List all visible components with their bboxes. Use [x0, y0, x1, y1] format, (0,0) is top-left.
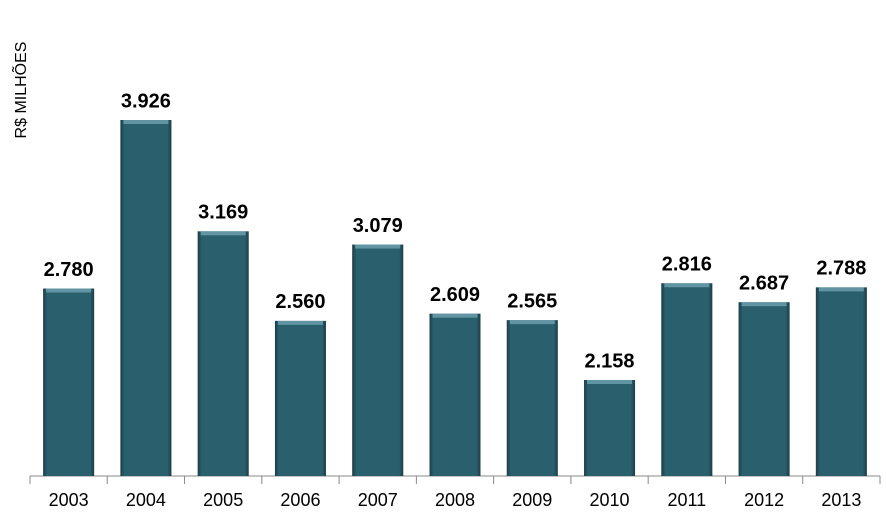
- value-label: 3.169: [198, 202, 248, 224]
- bar-top: [200, 231, 246, 236]
- bar-top: [355, 244, 401, 249]
- value-label: 3.079: [353, 215, 403, 237]
- bar-top: [432, 313, 478, 318]
- x-tick-label: 2010: [590, 490, 630, 510]
- bar-top: [509, 320, 555, 325]
- y-axis-label: R$ MILHÕES: [10, 42, 30, 139]
- bar-top: [123, 120, 169, 124]
- x-tick-label: 2009: [512, 490, 552, 510]
- bar-bevel: [120, 120, 172, 476]
- bar-top: [741, 302, 787, 307]
- bar-top: [277, 320, 323, 325]
- x-tick-label: 2005: [203, 490, 243, 510]
- bar-bevel: [43, 288, 95, 476]
- bar-bevel: [352, 244, 404, 476]
- value-label: 2.609: [430, 284, 480, 306]
- bar-bevel: [506, 320, 558, 476]
- x-tick-label: 2006: [280, 490, 320, 510]
- x-tick-label: 2011: [667, 490, 706, 510]
- bar-bevel: [429, 313, 481, 476]
- x-tick-label: 2004: [126, 490, 166, 510]
- bar-top: [818, 287, 864, 292]
- x-tick-label: 2008: [435, 490, 475, 510]
- bar-bevel: [815, 287, 867, 476]
- value-label: 2.565: [507, 290, 557, 312]
- bar-bevel: [661, 283, 713, 476]
- x-tick-label: 2003: [49, 490, 89, 510]
- x-tick-label: 2012: [744, 490, 784, 510]
- bar-top: [46, 288, 92, 293]
- bar-bevel: [197, 231, 249, 476]
- value-label: 3.926: [121, 90, 171, 112]
- bar-bevel: [584, 380, 636, 476]
- bar-top: [587, 380, 633, 384]
- value-label: 2.780: [44, 259, 94, 281]
- value-label: 2.687: [739, 272, 789, 294]
- value-label: 2.158: [585, 350, 635, 372]
- value-label: 2.816: [662, 254, 712, 276]
- x-tick-label: 2007: [358, 490, 398, 510]
- value-label: 2.560: [275, 291, 325, 313]
- bar-bevel: [738, 302, 790, 476]
- x-tick-label: 2013: [821, 490, 861, 510]
- value-label: 2.788: [816, 258, 866, 280]
- bar-bevel: [274, 320, 326, 476]
- bar-top: [664, 283, 710, 288]
